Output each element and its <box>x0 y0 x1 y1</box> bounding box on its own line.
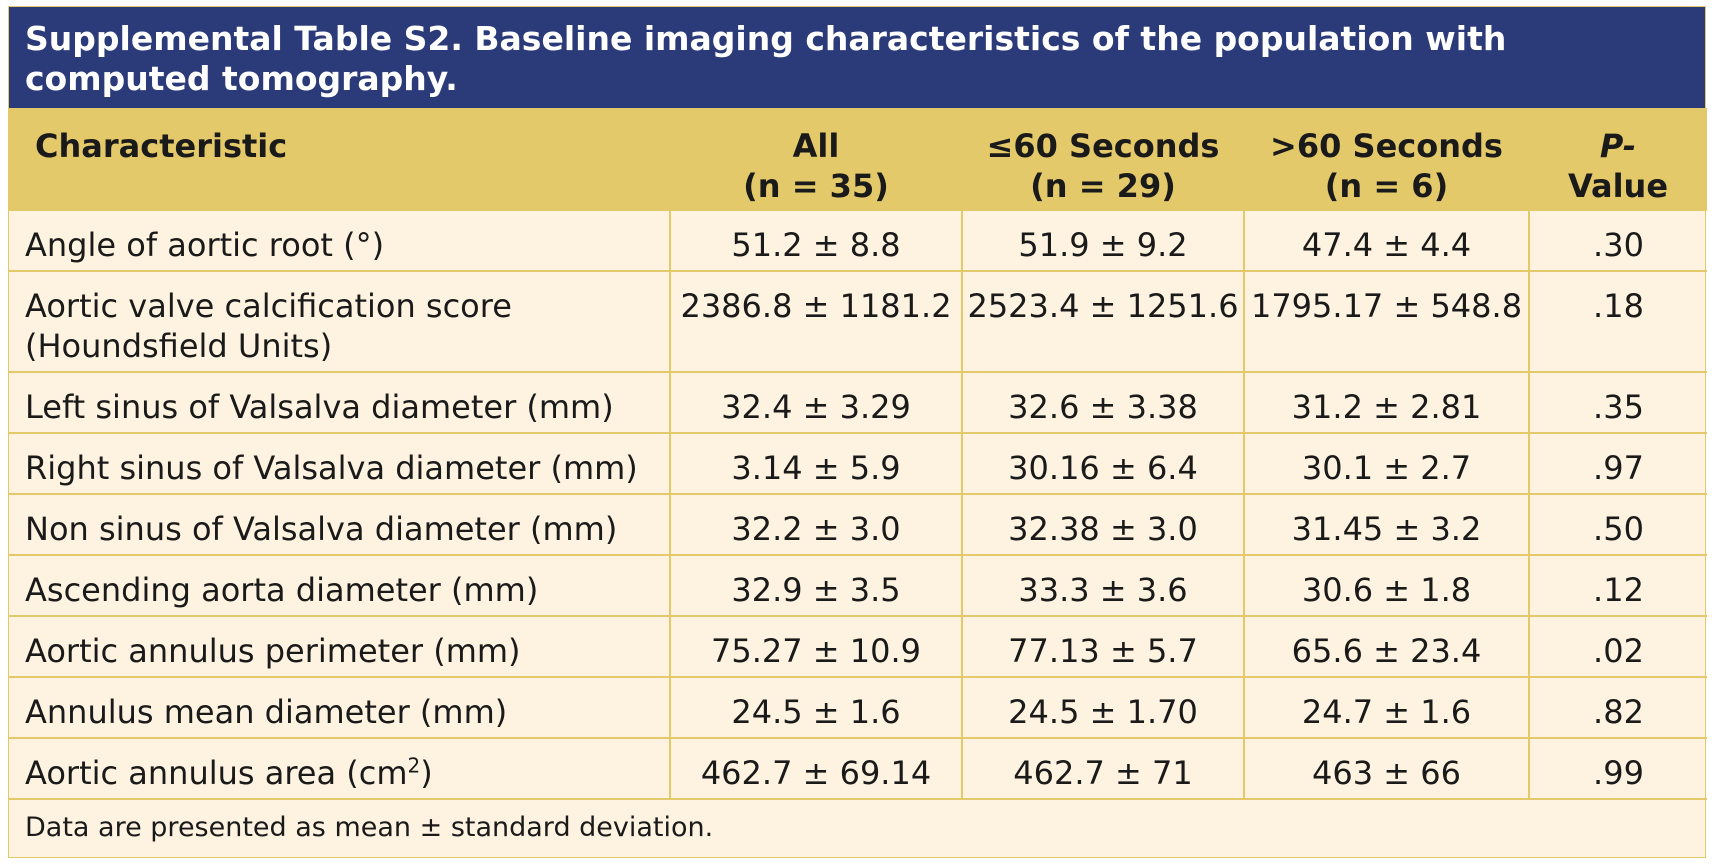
cell-le60: 33.3 ± 3.6 <box>961 554 1244 616</box>
row-label: Right sinus of Valsalva diameter (mm) <box>9 432 670 494</box>
cell-gt60: 47.4 ± 4.4 <box>1243 209 1529 271</box>
row-label: Non sinus of Valsalva diameter (mm) <box>9 493 670 555</box>
table-row: Aortic annulus perimeter (mm) 75.27 ± 10… <box>9 615 1707 677</box>
cell-gt60: 1795.17 ± 548.8 <box>1243 270 1529 372</box>
cell-gt60: 30.6 ± 1.8 <box>1243 554 1529 616</box>
cell-le60: 30.16 ± 6.4 <box>961 432 1244 494</box>
row-label: Aortic annulus area (cm2) <box>9 737 670 799</box>
header-le60-n: (n = 29) <box>1030 167 1176 205</box>
cell-le60: 462.7 ± 71 <box>961 737 1244 799</box>
cell-all: 32.9 ± 3.5 <box>669 554 962 616</box>
cell-gt60: 30.1 ± 2.7 <box>1243 432 1529 494</box>
cell-le60: 32.6 ± 3.38 <box>961 371 1244 433</box>
cell-all: 462.7 ± 69.14 <box>669 737 962 799</box>
cell-gt60: 31.2 ± 2.81 <box>1243 371 1529 433</box>
table-row: Right sinus of Valsalva diameter (mm) 3.… <box>9 432 1707 494</box>
cell-p: .35 <box>1528 371 1707 433</box>
header-le60-label: ≤60 Seconds <box>986 127 1220 165</box>
header-all: All (n = 35) <box>670 108 962 210</box>
header-characteristic: Characteristic <box>35 127 288 165</box>
header-row: Characteristic All (n = 35) ≤60 Seconds … <box>9 108 1707 210</box>
supplemental-table: Supplemental Table S2. Baseline imaging … <box>8 6 1707 858</box>
header-le60: ≤60 Seconds (n = 29) <box>962 108 1244 210</box>
cell-le60: 24.5 ± 1.70 <box>961 676 1244 738</box>
table-row: Annulus mean diameter (mm) 24.5 ± 1.6 24… <box>9 676 1707 738</box>
row-label-suffix: ) <box>420 754 433 792</box>
cell-le60: 32.38 ± 3.0 <box>961 493 1244 555</box>
cell-le60: 2523.4 ± 1251.6 <box>961 270 1244 372</box>
header-all-label: All <box>792 127 840 165</box>
cell-all: 2386.8 ± 1181.2 <box>669 270 962 372</box>
header-all-n: (n = 35) <box>743 167 889 205</box>
header-value-label: Value <box>1567 167 1669 205</box>
table-row: Left sinus of Valsalva diameter (mm) 32.… <box>9 371 1707 433</box>
table-row: Non sinus of Valsalva diameter (mm) 32.2… <box>9 493 1707 555</box>
cell-p: .97 <box>1528 432 1707 494</box>
row-label: Aortic valve calcification score (Hounds… <box>9 270 670 372</box>
cell-all: 32.2 ± 3.0 <box>669 493 962 555</box>
table-row: Aortic valve calcification score (Hounds… <box>9 270 1707 372</box>
cell-gt60: 65.6 ± 23.4 <box>1243 615 1529 677</box>
header-gt60-label: >60 Seconds <box>1270 127 1503 165</box>
cell-all: 51.2 ± 8.8 <box>669 209 962 271</box>
row-label: Ascending aorta diameter (mm) <box>9 554 670 616</box>
row-label-prefix: Aortic annulus area (cm <box>25 754 408 792</box>
row-label: Aortic annulus perimeter (mm) <box>9 615 670 677</box>
header-p-label: P- <box>1599 127 1637 165</box>
cell-all: 32.4 ± 3.29 <box>669 371 962 433</box>
cell-p: .30 <box>1528 209 1707 271</box>
header-p-value: P- Value <box>1529 108 1707 210</box>
cell-gt60: 24.7 ± 1.6 <box>1243 676 1529 738</box>
table-row: Ascending aorta diameter (mm) 32.9 ± 3.5… <box>9 554 1707 616</box>
cell-p: .99 <box>1528 737 1707 799</box>
cell-p: .12 <box>1528 554 1707 616</box>
footnote-row: Data are presented as mean ± standard de… <box>9 798 1707 857</box>
cell-all: 75.27 ± 10.9 <box>669 615 962 677</box>
header-gt60-n: (n = 6) <box>1324 167 1449 205</box>
cell-p: .18 <box>1528 270 1707 372</box>
row-label: Annulus mean diameter (mm) <box>9 676 670 738</box>
row-label-superscript: 2 <box>407 753 421 778</box>
cell-gt60: 31.45 ± 3.2 <box>1243 493 1529 555</box>
cell-gt60: 463 ± 66 <box>1243 737 1529 799</box>
table-row: Aortic annulus area (cm2) 462.7 ± 69.14 … <box>9 737 1707 799</box>
cell-all: 3.14 ± 5.9 <box>669 432 962 494</box>
cell-p: .50 <box>1528 493 1707 555</box>
header-gt60: >60 Seconds (n = 6) <box>1244 108 1529 210</box>
cell-p: .82 <box>1528 676 1707 738</box>
data-table: Characteristic All (n = 35) ≤60 Seconds … <box>9 108 1707 857</box>
table-footnote: Data are presented as mean ± standard de… <box>9 798 1707 857</box>
cell-all: 24.5 ± 1.6 <box>669 676 962 738</box>
row-label: Left sinus of Valsalva diameter (mm) <box>9 371 670 433</box>
cell-le60: 51.9 ± 9.2 <box>961 209 1244 271</box>
row-label: Angle of aortic root (°) <box>9 209 670 271</box>
cell-le60: 77.13 ± 5.7 <box>961 615 1244 677</box>
table-row: Angle of aortic root (°) 51.2 ± 8.8 51.9… <box>9 209 1707 271</box>
cell-p: .02 <box>1528 615 1707 677</box>
table-title: Supplemental Table S2. Baseline imaging … <box>9 7 1705 108</box>
